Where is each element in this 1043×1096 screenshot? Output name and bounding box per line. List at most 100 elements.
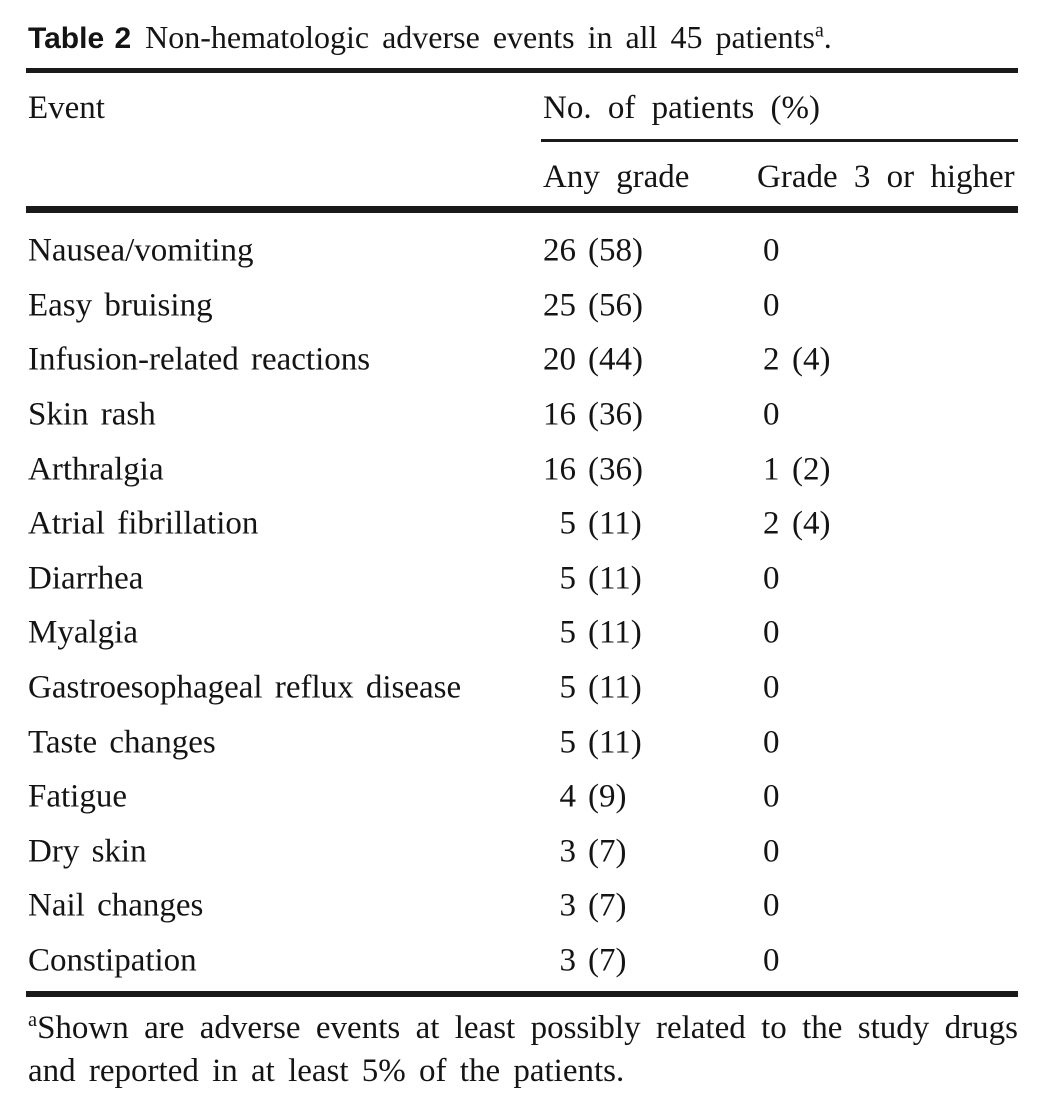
footnote-marker: a <box>28 1009 38 1031</box>
footnote: aShown are adverse events at least possi… <box>28 1007 1018 1093</box>
any-grade-count: 4 <box>559 778 577 815</box>
event-cell: Easy bruising <box>28 287 213 324</box>
grade3-count: 0 <box>763 887 780 924</box>
footnote-line-2: and reported in at least 5% of the patie… <box>28 1053 625 1089</box>
event-cell: Nail changes <box>28 887 204 924</box>
event-cell: Myalgia <box>28 614 138 651</box>
any-grade-count: 5 <box>559 614 577 651</box>
column-header-any-grade: Any grade <box>543 159 690 195</box>
event-cell: Infusion-related reactions <box>28 341 371 378</box>
any-grade-cell: 5 (11) <box>543 669 642 706</box>
any-grade-cell: 5 (11) <box>543 726 642 759</box>
header-bottom-rule <box>26 206 1018 213</box>
grade3-cell: 0 <box>763 942 792 979</box>
any-grade-percent: (9) <box>588 778 627 815</box>
any-grade-count: 5 <box>559 505 577 542</box>
bottom-rule <box>26 991 1018 997</box>
any-grade-percent: (11) <box>588 560 642 597</box>
any-grade-count: 25 <box>543 287 576 324</box>
grade3-count: 1 <box>763 451 780 488</box>
any-grade-cell: 16 (36) <box>543 453 643 486</box>
grade3-count: 2 <box>763 341 780 378</box>
title-suffix: . <box>823 19 832 55</box>
any-grade-count: 20 <box>543 341 576 378</box>
grade3-percent: (4) <box>792 341 831 378</box>
table-number-label: Table 2 <box>28 22 132 55</box>
table-body: Nausea/vomiting 26 (58) 0 Easy bruising 2… <box>26 224 1018 988</box>
any-grade-count: 16 <box>543 396 576 433</box>
event-cell: Nausea/vomiting <box>28 232 254 269</box>
grade3-percent: (2) <box>792 451 831 488</box>
grade3-cell: 0 <box>763 726 792 759</box>
any-grade-cell: 5 (11) <box>543 614 642 651</box>
grade3-cell: 0 <box>763 835 792 868</box>
event-cell: Constipation <box>28 942 197 979</box>
grade3-count: 0 <box>763 833 780 870</box>
grade3-count: 0 <box>763 396 780 433</box>
any-grade-count: 3 <box>559 942 577 979</box>
table-row: Arthralgia 16 (36) 1 (2) <box>26 442 1018 497</box>
grade3-count: 0 <box>763 669 780 706</box>
any-grade-count: 3 <box>559 887 577 924</box>
table-title: Table 2 Non-hematologic adverse events in… <box>28 19 832 55</box>
grade3-cell: 1 (2) <box>763 453 830 486</box>
any-grade-cell: 3 (7) <box>543 887 627 924</box>
footnote-line-1: aShown are adverse events at least possi… <box>28 1007 1018 1050</box>
table-row: Atrial fibrillation 5 (11) 2 (4) <box>26 497 1018 552</box>
column-header-group: No. of patients (%) <box>543 90 820 126</box>
table-row: Diarrhea 5 (11) 0 <box>26 552 1018 607</box>
any-grade-cell: 5 (11) <box>543 562 642 595</box>
grade3-cell: 0 <box>763 396 792 433</box>
any-grade-cell: 25 (56) <box>543 289 643 322</box>
grade3-count: 0 <box>763 778 780 815</box>
table-row: Nausea/vomiting 26 (58) 0 <box>26 224 1018 279</box>
any-grade-percent: (7) <box>588 942 627 979</box>
any-grade-cell: 5 (11) <box>543 505 642 542</box>
grade3-count: 0 <box>763 232 780 269</box>
any-grade-percent: (56) <box>588 287 643 324</box>
grade3-cell: 0 <box>763 614 792 651</box>
any-grade-count: 5 <box>559 560 577 597</box>
table-row: Gastroesophageal reflux disease 5 (11) 0 <box>26 661 1018 716</box>
column-header-grade3: Grade 3 or higher <box>757 159 1015 195</box>
table-row: Nail changes 3 (7) 0 <box>26 879 1018 934</box>
event-cell: Fatigue <box>28 778 127 815</box>
any-grade-percent: (36) <box>588 451 643 488</box>
event-cell: Diarrhea <box>28 560 144 597</box>
grade3-count: 0 <box>763 614 780 651</box>
group-spanner-rule <box>541 139 1018 142</box>
any-grade-percent: (7) <box>588 887 627 924</box>
event-cell: Dry skin <box>28 833 147 870</box>
footnote-line-1-text: Shown are adverse events at least possib… <box>37 1010 1018 1046</box>
top-rule <box>26 68 1018 73</box>
event-cell: Skin rash <box>28 396 156 433</box>
grade3-cell: 0 <box>763 289 792 322</box>
any-grade-cell: 3 (7) <box>543 942 627 979</box>
any-grade-cell: 4 (9) <box>543 778 627 815</box>
grade3-count: 2 <box>763 505 780 542</box>
title-footnote-marker: a <box>814 19 824 42</box>
event-cell: Taste changes <box>28 724 216 761</box>
grade3-cell: 2 (4) <box>763 341 831 378</box>
grade3-cell: 0 <box>763 669 792 706</box>
any-grade-percent: (7) <box>588 833 627 870</box>
table-row: Infusion-related reactions 20 (44) 2 (4) <box>26 333 1018 388</box>
table-row: Taste changes 5 (11) 0 <box>26 715 1018 770</box>
any-grade-cell: 26 (58) <box>543 232 643 269</box>
any-grade-count: 3 <box>559 833 577 870</box>
table-row: Myalgia 5 (11) 0 <box>26 606 1018 661</box>
any-grade-count: 16 <box>543 451 576 488</box>
any-grade-percent: (11) <box>588 724 642 761</box>
grade3-count: 0 <box>763 942 780 979</box>
grade3-cell: 0 <box>763 778 792 815</box>
any-grade-percent: (58) <box>588 232 643 269</box>
table-row: Dry skin 3 (7) 0 <box>26 825 1018 880</box>
table-title-text: Non-hematologic adverse events in all 45… <box>145 19 815 55</box>
grade3-count: 0 <box>763 287 780 324</box>
grade3-cell: 0 <box>763 562 792 595</box>
any-grade-count: 5 <box>559 724 577 761</box>
any-grade-count: 26 <box>543 232 576 269</box>
any-grade-cell: 16 (36) <box>543 396 643 433</box>
any-grade-percent: (11) <box>588 669 642 706</box>
event-cell: Gastroesophageal reflux disease <box>28 669 462 706</box>
